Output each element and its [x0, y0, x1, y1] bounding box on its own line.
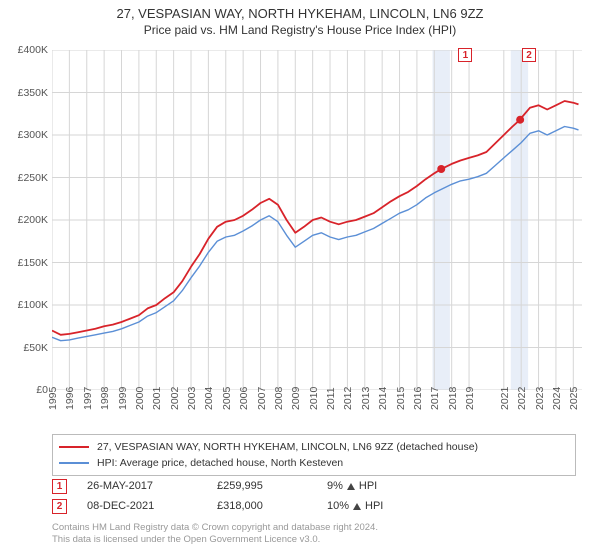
event-marker: 2	[52, 499, 67, 514]
x-tick-label: 2021	[499, 387, 511, 410]
event-row: 2 08-DEC-2021 £318,000 10%HPI	[52, 496, 576, 516]
x-tick-label: 2001	[151, 387, 163, 410]
x-tick-label: 2007	[256, 387, 268, 410]
x-tick-label: 2010	[308, 387, 320, 410]
legend-label: HPI: Average price, detached house, Nort…	[97, 457, 343, 469]
event-table: 1 26-MAY-2017 £259,995 9%HPI 2 08-DEC-2021 £31…	[52, 476, 576, 516]
y-tick-label: £100K	[18, 299, 48, 311]
x-tick-label: 1997	[82, 387, 94, 410]
event-pct: 10%HPI	[327, 500, 383, 512]
y-tick-label: £300K	[18, 129, 48, 141]
x-tick-label: 2004	[203, 387, 215, 410]
x-tick-label: 2000	[134, 387, 146, 410]
title-block: 27, VESPASIAN WAY, NORTH HYKEHAM, LINCOL…	[0, 0, 600, 37]
chart-container: 27, VESPASIAN WAY, NORTH HYKEHAM, LINCOL…	[0, 0, 600, 560]
x-tick-label: 2006	[238, 387, 250, 410]
event-marker: 1	[52, 479, 67, 494]
legend-item: HPI: Average price, detached house, Nort…	[59, 455, 569, 471]
footer-line1: Contains HM Land Registry data © Crown c…	[52, 522, 378, 534]
x-tick-label: 2003	[186, 387, 198, 410]
x-tick-label: 2013	[360, 387, 372, 410]
x-tick-label: 1998	[99, 387, 111, 410]
x-tick-label: 2018	[447, 387, 459, 410]
event-row: 1 26-MAY-2017 £259,995 9%HPI	[52, 476, 576, 496]
chart-svg	[52, 50, 582, 390]
y-tick-label: £400K	[18, 44, 48, 56]
event-pct: 9%HPI	[327, 480, 377, 492]
legend-label: 27, VESPASIAN WAY, NORTH HYKEHAM, LINCOL…	[97, 441, 478, 453]
x-tick-label: 2014	[377, 387, 389, 410]
legend: 27, VESPASIAN WAY, NORTH HYKEHAM, LINCOL…	[52, 434, 576, 476]
legend-swatch	[59, 446, 89, 448]
x-tick-label: 1999	[117, 387, 129, 410]
arrow-up-icon	[353, 503, 361, 510]
y-tick-label: £150K	[18, 257, 48, 269]
x-tick-label: 1996	[64, 387, 76, 410]
x-tick-label: 2016	[412, 387, 424, 410]
x-tick-label: 2009	[290, 387, 302, 410]
event-date: 26-MAY-2017	[87, 480, 197, 492]
chart-subtitle: Price paid vs. HM Land Registry's House …	[0, 23, 600, 37]
footer: Contains HM Land Registry data © Crown c…	[52, 522, 378, 547]
legend-item: 27, VESPASIAN WAY, NORTH HYKEHAM, LINCOL…	[59, 439, 569, 455]
x-tick-label: 1995	[47, 387, 59, 410]
chart-title: 27, VESPASIAN WAY, NORTH HYKEHAM, LINCOL…	[0, 6, 600, 21]
x-tick-label: 2008	[273, 387, 285, 410]
x-tick-label: 2011	[325, 387, 337, 410]
x-tick-label: 2017	[429, 387, 441, 410]
y-tick-label: £50K	[23, 342, 48, 354]
event-price: £318,000	[217, 500, 307, 512]
x-tick-label: 2012	[342, 387, 354, 410]
x-tick-label: 2015	[395, 387, 407, 410]
event-date: 08-DEC-2021	[87, 500, 197, 512]
legend-swatch	[59, 462, 89, 464]
chart-marker: 1	[458, 48, 472, 62]
event-price: £259,995	[217, 480, 307, 492]
x-tick-label: 2019	[464, 387, 476, 410]
x-axis: 1995199619971998199920002001200220032004…	[52, 390, 582, 430]
y-tick-label: £350K	[18, 87, 48, 99]
y-tick-label: £200K	[18, 214, 48, 226]
x-tick-label: 2025	[568, 387, 580, 410]
chart-marker: 2	[522, 48, 536, 62]
x-tick-label: 2024	[551, 387, 563, 410]
y-axis: £0£50K£100K£150K£200K£250K£300K£350K£400…	[0, 50, 52, 390]
x-tick-label: 2005	[221, 387, 233, 410]
x-tick-label: 2022	[516, 387, 528, 410]
footer-line2: This data is licensed under the Open Gov…	[52, 534, 378, 546]
x-tick-label: 2002	[169, 387, 181, 410]
y-tick-label: £250K	[18, 172, 48, 184]
arrow-up-icon	[347, 483, 355, 490]
chart-area: 12	[52, 50, 582, 390]
x-tick-label: 2023	[534, 387, 546, 410]
